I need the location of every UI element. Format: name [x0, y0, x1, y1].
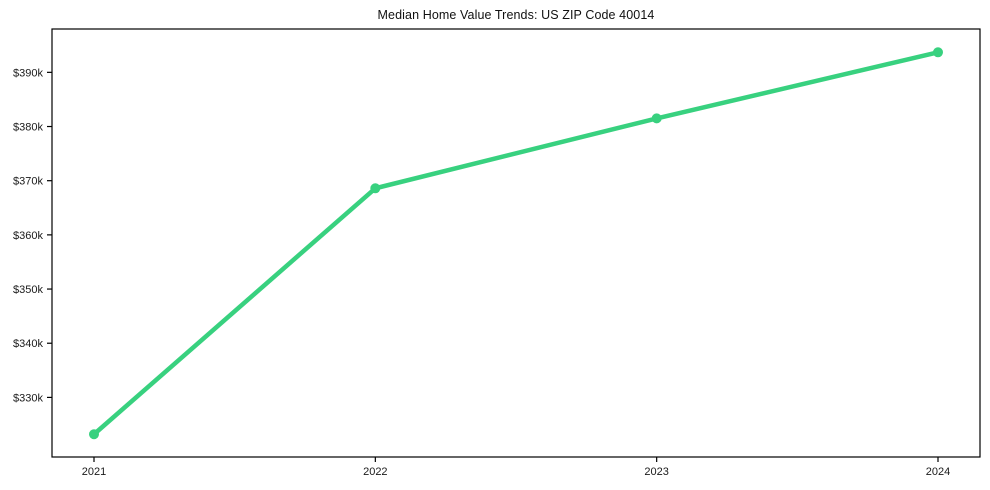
data-point-marker — [651, 113, 662, 124]
data-point-marker — [370, 183, 381, 194]
y-tick-label: $330k — [13, 392, 43, 404]
data-point-marker — [89, 429, 99, 440]
y-tick-label: $380k — [13, 122, 43, 134]
plot-border — [51, 28, 981, 458]
series-line — [91, 50, 941, 437]
data-point-marker — [933, 47, 943, 58]
x-tick-label: 2021 — [82, 466, 106, 478]
y-tick-label: $390k — [13, 67, 43, 79]
x-tick-label: 2022 — [363, 466, 387, 478]
y-tick-label: $340k — [13, 338, 43, 350]
chart-title: Median Home Value Trends: US ZIP Code 40… — [377, 8, 655, 22]
y-tick-label: $360k — [13, 230, 43, 242]
y-tick-label: $350k — [13, 284, 43, 296]
x-tick-label: 2024 — [926, 466, 950, 478]
x-tick-label: 2023 — [644, 466, 668, 478]
y-tick-label: $370k — [13, 176, 43, 188]
